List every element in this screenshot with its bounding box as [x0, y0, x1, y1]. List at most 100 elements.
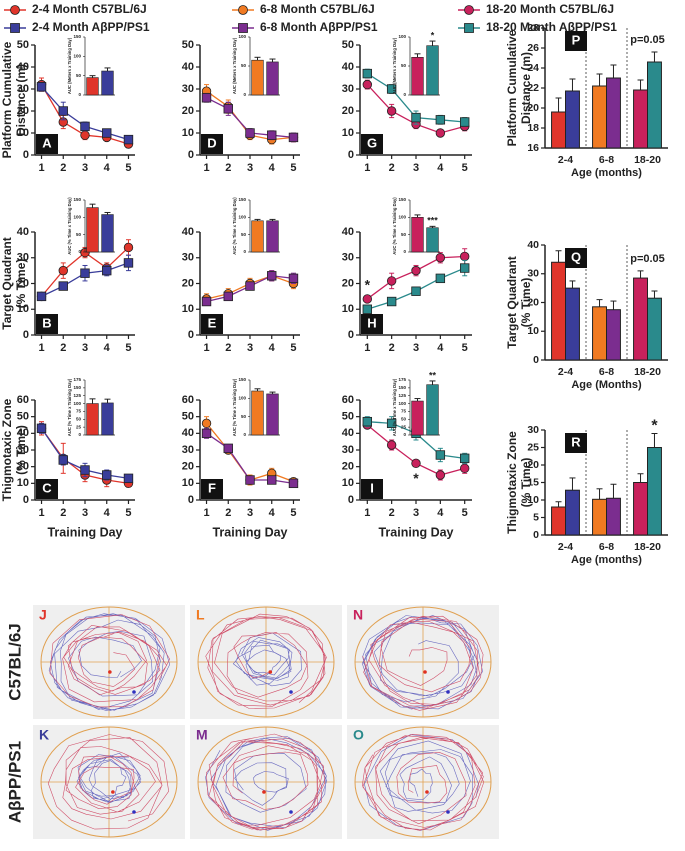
x-tick-label: 3: [82, 507, 88, 519]
inset-y-label: AUC (% Time x Training Day): [67, 197, 72, 255]
panel-label: B: [42, 315, 51, 330]
marker: [362, 416, 373, 427]
y-tick-label: 0: [188, 329, 194, 341]
bar: [565, 287, 580, 361]
marker: [386, 84, 397, 94]
marker: [102, 128, 112, 138]
x-tick-label: 18-20: [634, 541, 661, 553]
marker: [123, 134, 134, 145]
legend-label: 18-20 Month AβPP/PS1: [486, 20, 617, 34]
marker: [435, 273, 446, 284]
y-tick-label: 25: [401, 424, 407, 429]
marker: [267, 475, 277, 485]
y-tick-label: 0: [533, 529, 539, 541]
legend-marker: [464, 5, 474, 15]
y-tick-label: 0: [23, 149, 29, 161]
y-tick-label: 0: [348, 329, 354, 341]
inset-y-label: AUC (Meters x Training Day): [232, 37, 237, 94]
swim-path: [364, 734, 479, 831]
y-tick-label: 40: [527, 239, 539, 251]
y-tick-label: 10: [182, 477, 194, 489]
marker: [411, 112, 421, 123]
bar: [606, 497, 621, 536]
panel-letter: N: [353, 607, 363, 623]
y-tick-label: 100: [398, 34, 406, 39]
x-tick-label: 1: [203, 342, 209, 354]
panel-letter: O: [353, 727, 364, 743]
inset-y-label: AUC (% Time x Training Day): [232, 197, 237, 255]
y-tick-label: 150: [73, 197, 81, 202]
panel-letter: K: [39, 727, 49, 743]
marker: [459, 263, 470, 273]
swim-path: [47, 734, 170, 830]
legend-marker: [238, 5, 248, 15]
y-tick-label: 40: [342, 61, 354, 73]
marker: [362, 304, 373, 314]
swim-path: [361, 733, 485, 831]
marker: [459, 117, 470, 127]
y-tick-label: 50: [182, 39, 194, 51]
y-tick-label: 30: [17, 444, 29, 456]
marker: [201, 93, 212, 103]
y-tick-label: 10: [527, 325, 539, 337]
y-tick-label: 100: [238, 396, 246, 401]
legend-label: 18-20 Month C57BL/6J: [486, 2, 614, 16]
marker: [435, 115, 446, 125]
y-axis-label: (% Time): [14, 425, 28, 475]
annotation: *: [651, 418, 658, 435]
y-tick-label: 10: [527, 494, 539, 506]
y-tick-label: 25: [527, 441, 539, 453]
y-tick-label: 0: [243, 432, 246, 437]
inset-y-label: AUC (% Time x Training Day): [392, 378, 397, 436]
marker: [459, 251, 470, 262]
bar: [565, 489, 580, 536]
bar: [551, 261, 566, 361]
x-axis-label: Training Day: [47, 525, 122, 539]
bar: [592, 306, 607, 361]
x-tick-label: 4: [104, 162, 111, 174]
y-tick-label: 0: [23, 329, 29, 341]
panel-label: I: [370, 480, 374, 495]
marker: [267, 271, 277, 281]
y-tick-label: 30: [182, 252, 194, 264]
inset-y-label: AUC (% Time x Training Day): [232, 378, 237, 436]
panel-box: [565, 248, 587, 268]
y-tick-label: 10: [182, 127, 194, 139]
marker: [245, 281, 255, 291]
panel-box: [565, 433, 587, 453]
x-tick-label: 2: [60, 507, 66, 519]
marker: [80, 121, 90, 132]
inset-bar: [411, 400, 424, 436]
y-tick-label: 5: [533, 511, 539, 523]
end-dot: [446, 810, 450, 814]
x-axis-label: Age (months): [571, 167, 642, 179]
swim-path: [48, 613, 171, 711]
x-axis-label: Age (Months): [571, 379, 642, 391]
x-tick-label: 5: [125, 162, 131, 174]
y-tick-label: 0: [348, 494, 354, 506]
y-tick-label: 30: [17, 83, 29, 95]
marker: [36, 82, 47, 92]
marker: [223, 104, 233, 114]
y-tick-label: 125: [73, 393, 81, 398]
y-tick-label: 50: [342, 411, 354, 423]
y-axis-label: Thigmotaxic Zone: [0, 398, 14, 501]
y-tick-label: 150: [238, 377, 246, 382]
x-tick-label: 4: [269, 342, 276, 354]
y-tick-label: 40: [17, 427, 29, 439]
inset-bar: [266, 61, 279, 96]
panel-box: [361, 134, 383, 154]
y-tick-label: 60: [342, 394, 354, 406]
x-tick-label: 5: [290, 162, 296, 174]
legend-label: 6-8 Month C57BL/6J: [260, 2, 375, 16]
swim-path: [49, 614, 171, 708]
legend-marker: [10, 23, 20, 33]
y-tick-label: 22: [527, 82, 539, 94]
y-tick-label: 25: [76, 424, 82, 429]
marker: [386, 276, 397, 286]
x-tick-label: 4: [104, 342, 111, 354]
y-tick-label: 10: [342, 477, 354, 489]
y-axis-label: (% Time): [14, 259, 28, 309]
y-tick-label: 175: [398, 377, 406, 382]
x-tick-label: 1: [364, 342, 370, 354]
